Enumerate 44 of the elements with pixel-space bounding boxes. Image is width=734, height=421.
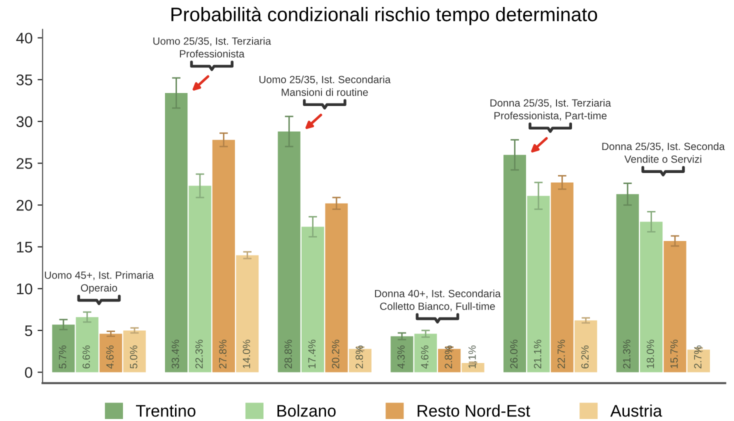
annotation: Uomo 45+, Ist. Primaria Operaio [44,271,154,294]
legend-label: Bolzano [277,404,336,417]
data-label: 18.0% [646,340,654,368]
y-tick-label: 25 [16,158,32,169]
y-tick-label: 10 [17,284,32,294]
legend-label: Trentino [136,404,196,417]
data-label: 21.1% [534,340,542,368]
data-label: 6.2% [581,346,589,368]
data-label: 5.0% [130,346,138,368]
data-label: 6.6% [82,346,90,368]
data-label: 17.4% [308,340,316,368]
data-label: 2.8% [444,346,452,368]
chart-title: Probabilità condizionali rischio tempo determinato [171,6,598,26]
data-label: 1.1% [468,346,476,368]
y-tick-label: 0 [24,367,32,378]
data-label: 20.2% [332,340,340,368]
annotation: Donna 40+, Ist. Secondaria Colletto Bianco, Full-time [375,290,501,312]
annotation: Donna 25/35, Ist. Terziaria Professionista, Part-time [490,98,612,121]
data-label: 27.8% [219,340,226,368]
data-label: 22.3% [195,340,203,368]
data-label: 14.0% [242,340,250,368]
data-label: 22.7% [558,340,565,368]
data-label: 5.7% [58,346,66,368]
y-tick-label: 15 [17,242,32,253]
data-label: 4.3% [397,346,405,369]
y-tick-label: 40 [16,32,32,44]
data-label: 21.3% [623,340,630,368]
data-label: 4.6% [421,346,428,369]
data-label: 2.7% [694,346,702,368]
data-label: 2.8% [356,346,363,368]
data-label: 33.4% [172,340,180,368]
y-tick-label: 30 [16,116,32,128]
legend-label: Austria [610,404,662,417]
y-tick-label: 35 [16,74,32,86]
data-label: 26.0% [510,340,518,368]
legend-label: Resto Nord-Est [418,404,530,417]
data-label: 4.6% [106,346,114,369]
y-tick-label: 5 [24,325,32,336]
annotation: Donna 25/35, Ist. Seconda Vendite o Servizi [602,142,725,163]
data-label: 15.7% [670,340,678,368]
y-tick-label: 20 [16,200,32,211]
data-label: 28.8% [284,340,292,368]
annotation: Uomo 25/35, Ist. Terziaria Professionista [153,37,272,58]
annotation: Uomo 25/35, Ist. Secondaria Mansioni di routine [259,76,391,96]
